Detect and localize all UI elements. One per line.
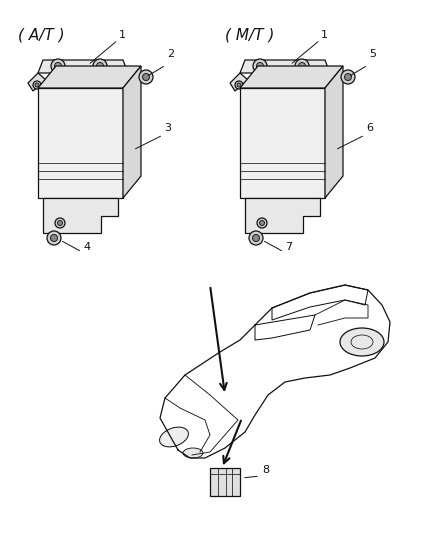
Ellipse shape [183,448,203,458]
Text: 4: 4 [83,242,90,252]
Polygon shape [73,73,86,77]
Text: 1: 1 [119,30,126,40]
Circle shape [57,221,63,225]
Circle shape [51,59,65,73]
Circle shape [54,62,61,69]
Polygon shape [38,60,128,73]
Circle shape [93,59,107,73]
Polygon shape [240,60,330,73]
Circle shape [345,74,352,80]
Text: 2: 2 [167,49,174,59]
Text: 3: 3 [164,123,171,133]
Bar [38,88,123,198]
Polygon shape [325,66,343,198]
Circle shape [96,62,103,69]
Text: 6: 6 [366,123,373,133]
Circle shape [35,83,39,87]
Circle shape [257,62,264,69]
Polygon shape [73,77,81,88]
Circle shape [259,221,265,225]
Polygon shape [28,73,46,91]
Polygon shape [240,66,343,88]
Text: 7: 7 [285,242,292,252]
Circle shape [299,62,305,69]
Circle shape [235,81,243,89]
Polygon shape [230,73,248,91]
Circle shape [47,231,61,245]
Polygon shape [275,73,288,77]
Circle shape [237,83,241,87]
Polygon shape [43,198,118,233]
Text: 8: 8 [262,465,269,475]
Text: 5: 5 [369,49,376,59]
Circle shape [341,70,355,84]
Bar [210,468,240,496]
Polygon shape [123,66,141,198]
Circle shape [257,218,267,228]
Circle shape [139,70,153,84]
Circle shape [50,235,57,241]
Circle shape [55,218,65,228]
Ellipse shape [159,427,188,447]
Text: ( M/T ): ( M/T ) [225,28,274,43]
Circle shape [252,235,259,241]
Circle shape [295,59,309,73]
Circle shape [33,81,41,89]
Polygon shape [275,77,283,88]
Polygon shape [38,66,141,88]
Circle shape [142,74,149,80]
Circle shape [249,231,263,245]
Circle shape [253,59,267,73]
Polygon shape [245,198,320,233]
Ellipse shape [340,328,384,356]
Bar [240,88,325,198]
Text: ( A/T ): ( A/T ) [18,28,65,43]
Text: 1: 1 [321,30,328,40]
